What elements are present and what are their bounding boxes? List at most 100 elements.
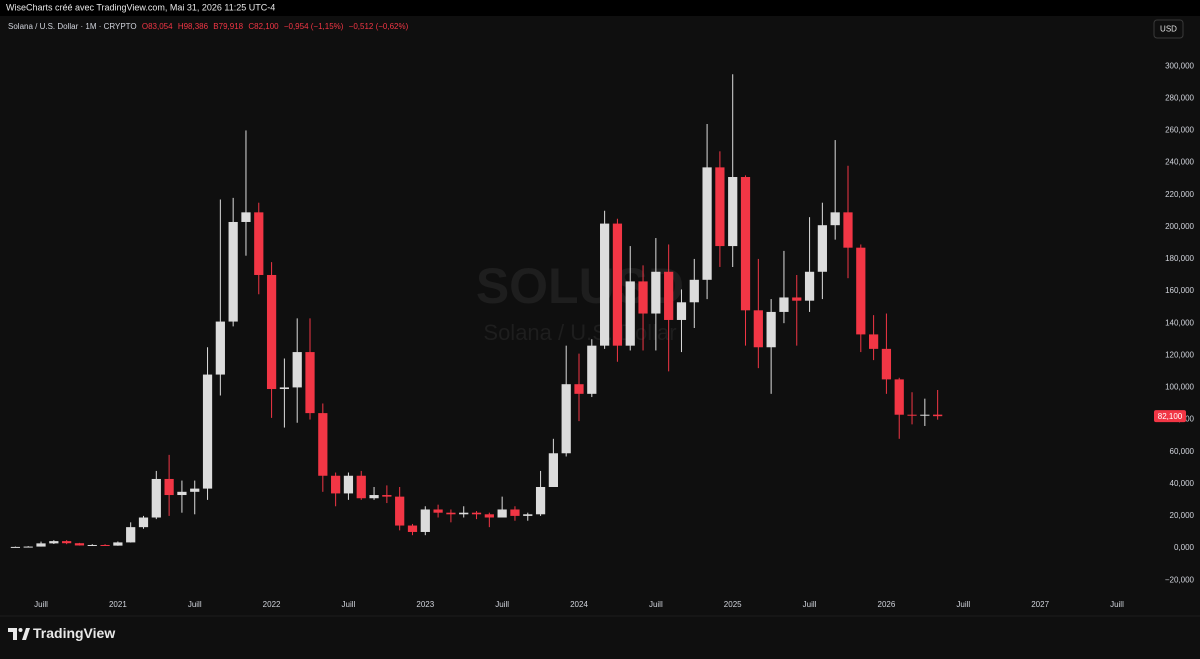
- last-price-tag: [1154, 410, 1186, 423]
- logo-part: [22, 628, 30, 640]
- x-tick-label: Juill: [956, 600, 970, 609]
- legend: Solana / U.S. Dollar · 1M · CRYPTO O83,0…: [8, 22, 409, 31]
- candle-body: [510, 509, 520, 516]
- y-tick-label: 220,000: [1165, 190, 1194, 199]
- y-tick-label: −20,000: [1165, 575, 1195, 584]
- candle-body: [625, 281, 635, 346]
- candle-body: [535, 486, 546, 515]
- candle-body: [279, 387, 290, 390]
- candle-body: [62, 541, 72, 544]
- candle-body: [561, 384, 571, 454]
- candle-body: [113, 542, 123, 546]
- y-tick-label: 200,000: [1165, 222, 1194, 231]
- candle-body: [497, 509, 507, 518]
- x-tick-label: Juill: [1110, 600, 1124, 609]
- x-tick-label: Juill: [495, 600, 509, 609]
- y-tick-label: 140,000: [1165, 318, 1194, 327]
- candle-body: [23, 546, 33, 548]
- candle-body: [574, 384, 584, 394]
- candle-body: [779, 297, 789, 312]
- candle-body: [164, 478, 174, 496]
- x-tick-label: 2023: [416, 600, 434, 609]
- y-tick-label: 160,000: [1165, 286, 1194, 295]
- candle-body: [433, 509, 443, 513]
- header-bar: [0, 0, 1200, 16]
- watermark-subtitle: Solana / U.S. Dollar: [483, 320, 676, 345]
- candle-body: [843, 212, 853, 248]
- candle-body: [126, 527, 136, 543]
- candle-body: [138, 517, 149, 528]
- candle-body: [254, 212, 264, 275]
- y-tick-label: 240,000: [1165, 158, 1194, 167]
- y-tick-label: 20,000: [1170, 511, 1195, 520]
- x-tick-label: 2024: [570, 600, 588, 609]
- candle-body: [459, 512, 469, 515]
- candle-body: [933, 414, 943, 417]
- candle-body: [382, 495, 392, 497]
- candle-body: [830, 212, 840, 226]
- candle-body: [894, 379, 904, 415]
- candle-body: [446, 512, 456, 515]
- y-tick-label: 300,000: [1165, 61, 1194, 70]
- last-price-label: 82,100: [1158, 412, 1183, 421]
- x-tick-label: Juill: [803, 600, 817, 609]
- candle-body: [100, 544, 110, 546]
- candle-body: [305, 352, 315, 414]
- candle-body: [343, 475, 354, 494]
- candle-body: [868, 334, 879, 349]
- x-tick-label: 2022: [263, 600, 281, 609]
- candle-body: [190, 488, 200, 492]
- y-tick-label: 280,000: [1165, 93, 1194, 102]
- candle-body: [740, 177, 751, 311]
- candle-body: [241, 212, 251, 222]
- candle-body: [664, 271, 674, 320]
- candle-body: [676, 302, 687, 320]
- header-text: WiseCharts créé avec TradingView.com, Ma…: [6, 2, 275, 12]
- candle-body: [49, 541, 59, 544]
- y-tick-label: 120,000: [1165, 350, 1194, 359]
- candle-body: [792, 297, 802, 301]
- y-tick-label: 180,000: [1165, 254, 1194, 263]
- candle-body: [638, 281, 648, 314]
- legend-open: O83,054: [142, 22, 173, 31]
- candle-body: [407, 525, 418, 532]
- candle-body: [87, 544, 97, 546]
- candle-body: [856, 247, 866, 335]
- candle-body: [753, 310, 763, 348]
- candle-body: [702, 167, 712, 280]
- candles: [10, 74, 943, 548]
- candle-body: [587, 345, 597, 394]
- candle-body: [331, 475, 341, 494]
- candle-body: [202, 374, 213, 489]
- x-tick-label: Juill: [649, 600, 663, 609]
- candle-body: [177, 491, 187, 496]
- candle-body: [369, 495, 379, 499]
- candle-body: [881, 348, 892, 380]
- x-tick-label: 2026: [878, 600, 896, 609]
- candle-body: [600, 223, 610, 346]
- x-tick-label: Juill: [342, 600, 356, 609]
- x-tick-label: 2025: [724, 600, 742, 609]
- y-tick-label: 100,000: [1165, 383, 1194, 392]
- candle-body: [804, 271, 815, 301]
- candle-body: [523, 514, 533, 516]
- candle-body: [612, 223, 623, 346]
- candle-body: [817, 225, 827, 272]
- candle-body: [715, 167, 725, 247]
- logo-dot: [18, 628, 23, 632]
- currency-button[interactable]: [1153, 19, 1184, 39]
- x-tick-label: 2021: [109, 600, 127, 609]
- brand-logo: [8, 628, 30, 640]
- candle-body: [471, 512, 482, 515]
- candle-body: [907, 414, 917, 416]
- currency-label: USD: [1160, 25, 1177, 34]
- candle-body: [228, 221, 238, 322]
- candle-body: [318, 413, 328, 476]
- y-tick-label: 260,000: [1165, 126, 1194, 135]
- y-tick-label: 40,000: [1170, 479, 1195, 488]
- candle-body: [689, 279, 699, 303]
- candle-body: [395, 496, 405, 526]
- candle-body: [484, 514, 494, 518]
- watermark: SOLUSD: [476, 258, 684, 314]
